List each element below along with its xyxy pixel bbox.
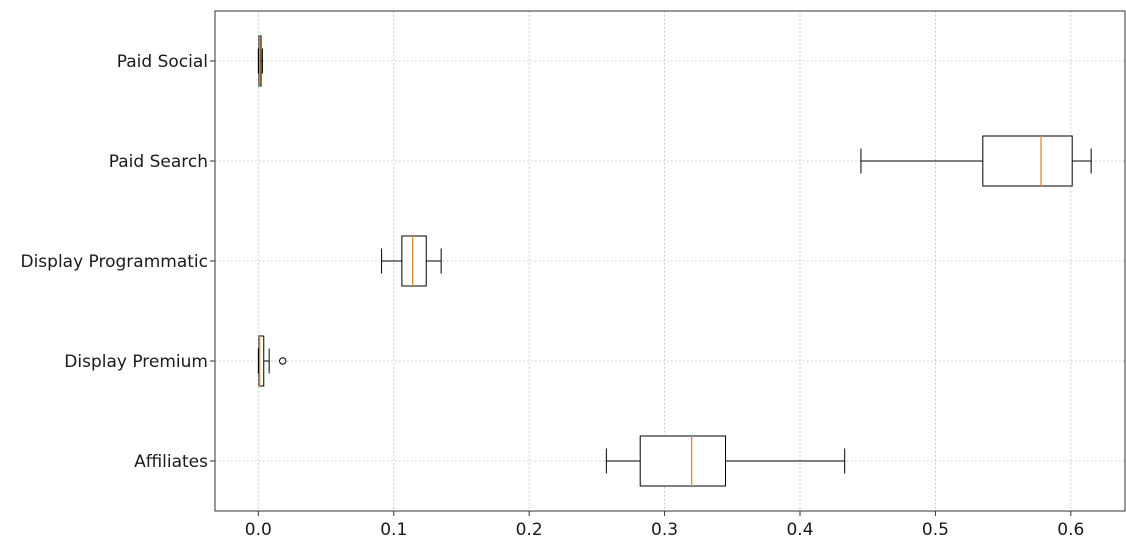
box-layer <box>257 35 1092 487</box>
x-tick-label: 0.6 <box>1057 520 1084 536</box>
x-tick-label: 0.4 <box>786 520 813 536</box>
x-tick-label: 0.2 <box>516 520 543 536</box>
iqr-box <box>401 235 427 287</box>
box-group <box>860 135 1092 187</box>
y-tick-label: Display Programmatic <box>20 252 208 272</box>
y-tick-label: Paid Social <box>117 52 208 72</box>
x-tick-label: 0.3 <box>651 520 678 536</box>
x-axis-ticks: 0.0 0.1 0.2 0.3 0.4 0.5 0.6 <box>245 511 1084 536</box>
iqr-box <box>639 435 727 487</box>
plot-frame <box>214 10 1126 512</box>
box-group <box>257 35 263 87</box>
x-tick-label: 0.1 <box>380 520 407 536</box>
y-tick-label: Paid Search <box>109 152 208 172</box>
x-tick-label: 0.0 <box>245 520 272 536</box>
x-tick-label: 0.5 <box>922 520 949 536</box>
iqr-box <box>982 135 1073 187</box>
box-group <box>381 235 442 287</box>
y-tick-label: Affiliates <box>134 452 208 472</box>
y-axis-ticks: Affiliates Display Premium Display Program… <box>20 52 215 472</box>
outlier-point <box>279 357 287 365</box>
iqr-box <box>258 335 265 387</box>
y-tick-label: Display Premium <box>64 352 208 372</box>
box-group <box>257 335 287 387</box>
box-group <box>605 435 846 487</box>
grid-layer <box>215 11 1125 511</box>
